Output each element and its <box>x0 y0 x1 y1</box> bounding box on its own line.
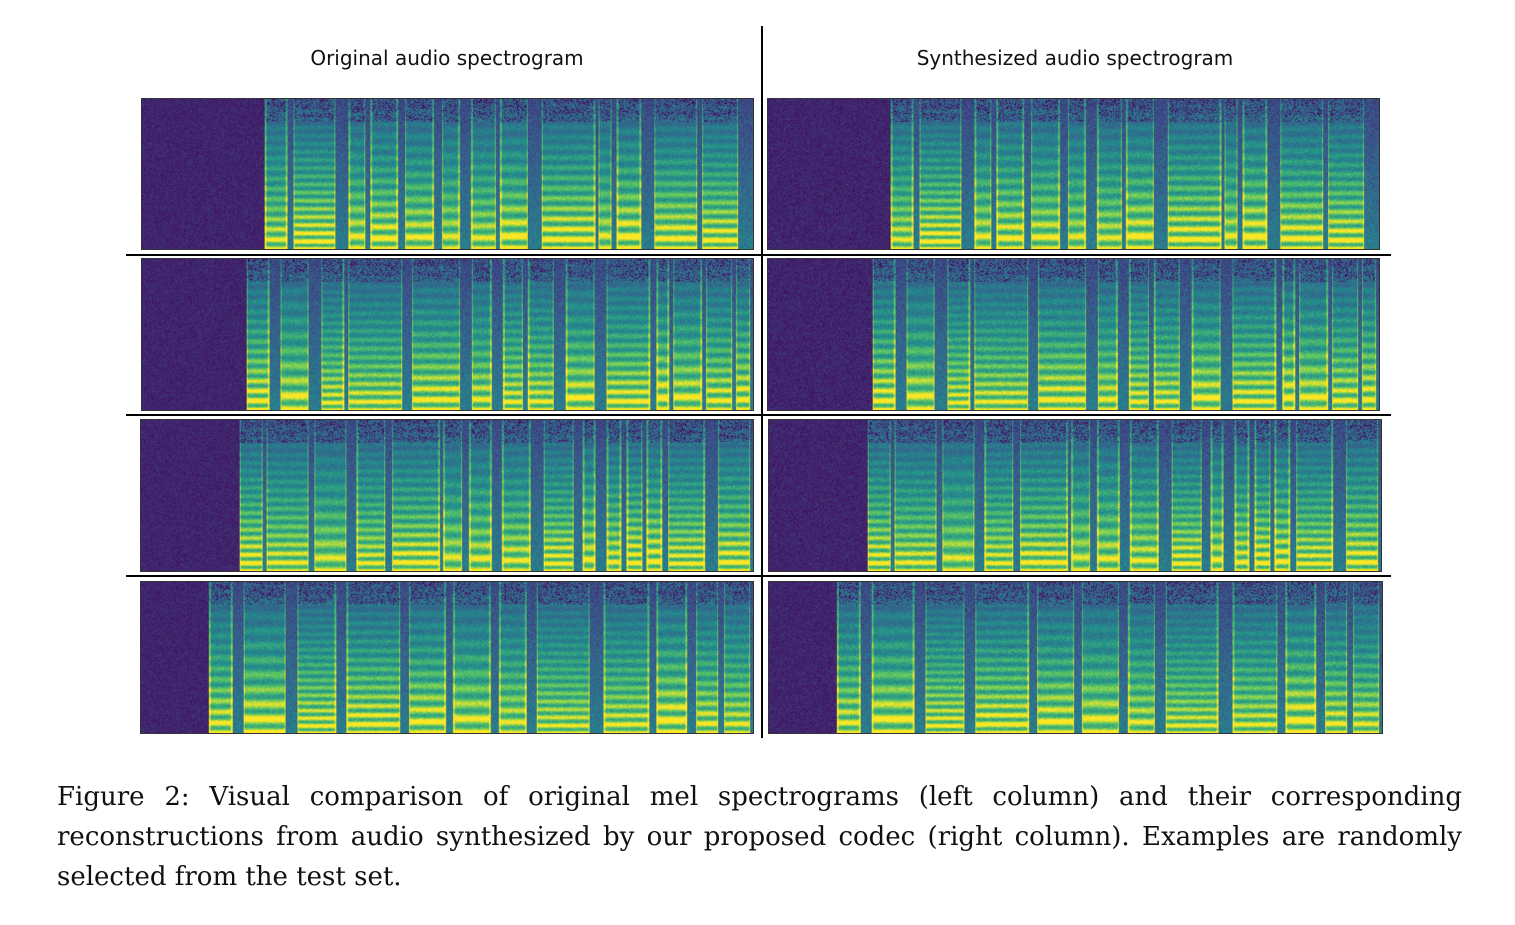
original-spectrogram-3 <box>140 419 754 572</box>
synthesized-spectrogram-4 <box>768 581 1383 734</box>
left-column-title: Original audio spectrogram <box>310 46 584 70</box>
synthesized-spectrogram-3 <box>768 419 1382 572</box>
figure-caption: Figure 2: Visual comparison of original … <box>57 782 1462 892</box>
synthesized-spectrogram-1 <box>767 98 1380 250</box>
original-spectrogram-1 <box>141 98 754 250</box>
row-divider-2 <box>126 414 1391 416</box>
original-spectrogram-4 <box>140 581 754 734</box>
row-divider-3 <box>126 575 1391 577</box>
original-spectrogram-2 <box>141 258 754 411</box>
row-divider-1 <box>126 254 1391 256</box>
column-divider <box>761 26 763 738</box>
right-column-title: Synthesized audio spectrogram <box>916 46 1234 70</box>
synthesized-spectrogram-2 <box>767 258 1380 411</box>
